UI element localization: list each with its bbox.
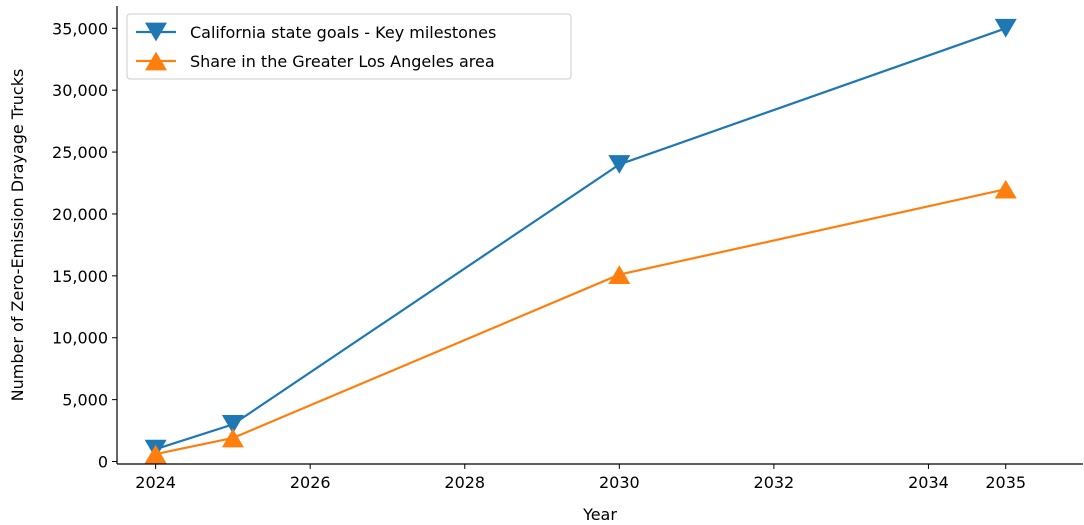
y-axis-label: Number of Zero-Emission Drayage Trucks [8, 69, 27, 402]
legend-entry-los-angeles: Share in the Greater Los Angeles area [136, 51, 495, 71]
y-tick-label: 10,000 [52, 329, 108, 348]
x-axis-label: Year [582, 505, 617, 524]
x-tick-label: 2028 [444, 473, 485, 492]
x-tick-label: 2032 [754, 473, 795, 492]
y-tick-label: 15,000 [52, 267, 108, 286]
x-tick-label: 2034 [908, 473, 949, 492]
y-tick-label: 30,000 [52, 81, 108, 100]
plot-lines [155, 27, 1007, 456]
series-1-point [144, 444, 167, 464]
plot-markers [144, 18, 1017, 464]
legend-marker-california [145, 22, 167, 42]
y-tick-label: 20,000 [52, 205, 108, 224]
legend-box [126, 13, 572, 80]
y-tick-label: 5,000 [62, 391, 108, 410]
x-tick-label: 2026 [290, 473, 331, 492]
legend-label-los-angeles: Share in the Greater Los Angeles area [190, 52, 495, 71]
y-tick-label: 0 [98, 453, 108, 472]
y-axis-ticks: 0 5,000 10,000 15,000 20,000 25,000 30,000 35,0… [52, 19, 117, 472]
legend: California state goals - Key milestones … [126, 13, 572, 80]
series-line-1 [155, 188, 1006, 456]
x-tick-label: 2030 [599, 473, 640, 492]
legend-marker-los-angeles [145, 51, 167, 71]
y-tick-label: 25,000 [52, 143, 108, 162]
legend-entry-california: California state goals - Key milestones [136, 22, 496, 42]
x-tick-label: 2024 [135, 473, 176, 492]
x-tick-label: 2035 [985, 473, 1026, 492]
series-0-point [221, 415, 244, 434]
series-0-point [994, 18, 1017, 38]
series-1-point [608, 265, 631, 284]
x-axis-ticks: 2024 2026 2028 2030 2032 2034 2035 [135, 464, 1026, 492]
axes [116, 6, 1083, 465]
series-0-point [608, 155, 631, 174]
legend-label-california: California state goals - Key milestones [190, 23, 496, 42]
series-1-point [994, 179, 1017, 199]
series-line-0 [155, 27, 1007, 451]
y-tick-label: 35,000 [52, 19, 108, 38]
series-1-point [221, 428, 244, 448]
